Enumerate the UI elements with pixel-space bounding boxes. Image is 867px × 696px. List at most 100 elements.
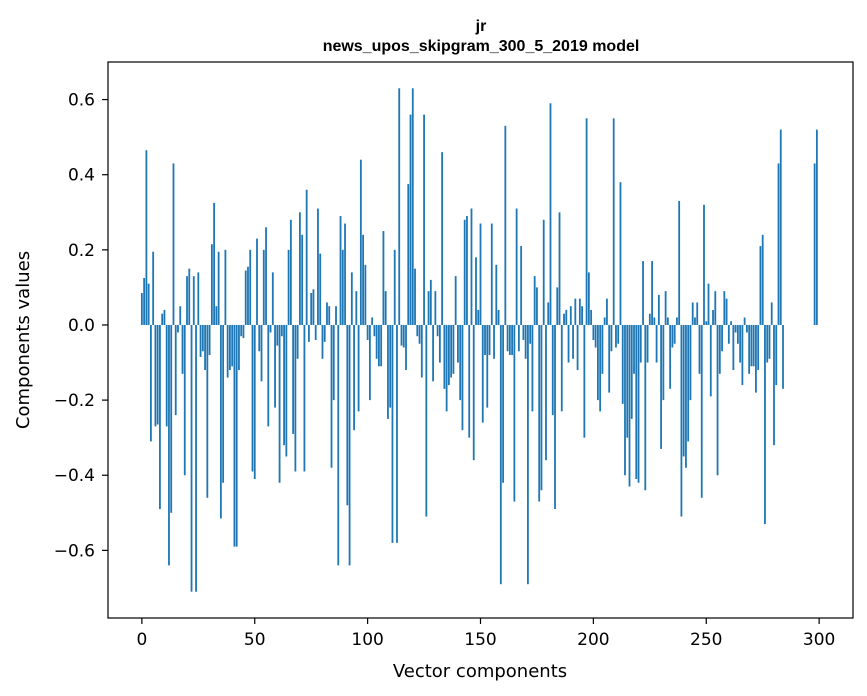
bar [617,324,620,344]
bar [662,324,665,401]
bar [651,261,653,325]
y-tick-label: −0.2 [54,391,95,411]
bar [709,324,712,397]
bar [147,283,150,325]
bar [671,324,674,348]
bar [583,324,586,438]
bar [660,324,663,449]
bar [405,324,407,371]
bar [192,276,195,325]
bar [231,324,234,367]
bar [635,324,638,479]
bar [233,324,236,547]
bar [242,324,245,339]
bar [278,324,281,483]
bar [168,324,170,566]
bar [563,313,565,325]
bar [504,125,507,325]
bar [337,324,340,566]
bar [734,324,737,333]
bar [515,208,518,325]
bar [235,324,238,547]
bar [170,324,173,513]
bar [499,324,502,585]
bar [743,317,746,325]
bar [685,324,687,468]
bar [165,324,168,427]
bar [206,324,209,498]
bar [666,317,669,325]
bar [682,324,685,457]
bar [766,324,769,363]
bar [427,291,430,325]
bar [700,324,703,498]
bar [260,324,263,382]
bar [463,219,466,325]
bar [314,324,317,340]
bar [533,276,536,325]
bar [815,129,818,325]
bar [472,324,475,461]
bar [757,324,760,371]
bar [732,324,735,371]
bar [630,324,633,419]
bar [262,249,265,325]
bar [226,324,229,378]
bar [777,163,780,325]
bar [432,324,434,382]
bar [326,302,328,325]
bar [450,324,453,378]
bars-group [140,88,818,592]
bar [323,324,326,342]
bar [538,324,541,502]
bar [179,306,182,325]
bar [497,309,500,325]
bar [592,324,595,340]
bar [619,182,622,325]
bar [642,261,644,325]
bar [596,324,599,401]
bar [542,219,545,325]
bar [621,324,624,404]
bar [274,324,276,408]
bar [384,291,387,325]
bar [694,317,696,325]
bar [407,184,410,325]
bar [447,324,450,386]
bar [739,324,742,363]
bar [350,272,353,325]
bar [558,212,561,325]
bar [536,287,538,325]
bar [321,324,324,359]
bar [201,324,204,352]
bar [587,272,590,325]
bar [210,244,213,325]
bar [409,114,412,325]
bar [357,324,360,412]
bar [292,324,295,434]
bar [680,324,683,517]
bar [736,324,739,344]
bar [398,88,401,325]
bar [256,238,258,325]
bar [657,294,660,325]
bar [606,298,608,325]
x-tick-label: 100 [351,630,383,650]
bar [813,163,816,325]
bar [461,324,464,431]
bar [664,291,667,325]
bar [725,298,728,325]
bar [466,216,468,325]
bar [673,324,676,344]
bar [502,324,504,483]
bar [355,291,358,325]
x-tick-label: 150 [464,630,496,650]
bar [484,324,486,356]
bar [633,324,635,374]
bar [366,324,369,340]
bar [764,324,766,525]
bar [163,309,166,325]
bar [436,324,439,337]
bar [143,278,146,325]
bar [229,324,231,371]
